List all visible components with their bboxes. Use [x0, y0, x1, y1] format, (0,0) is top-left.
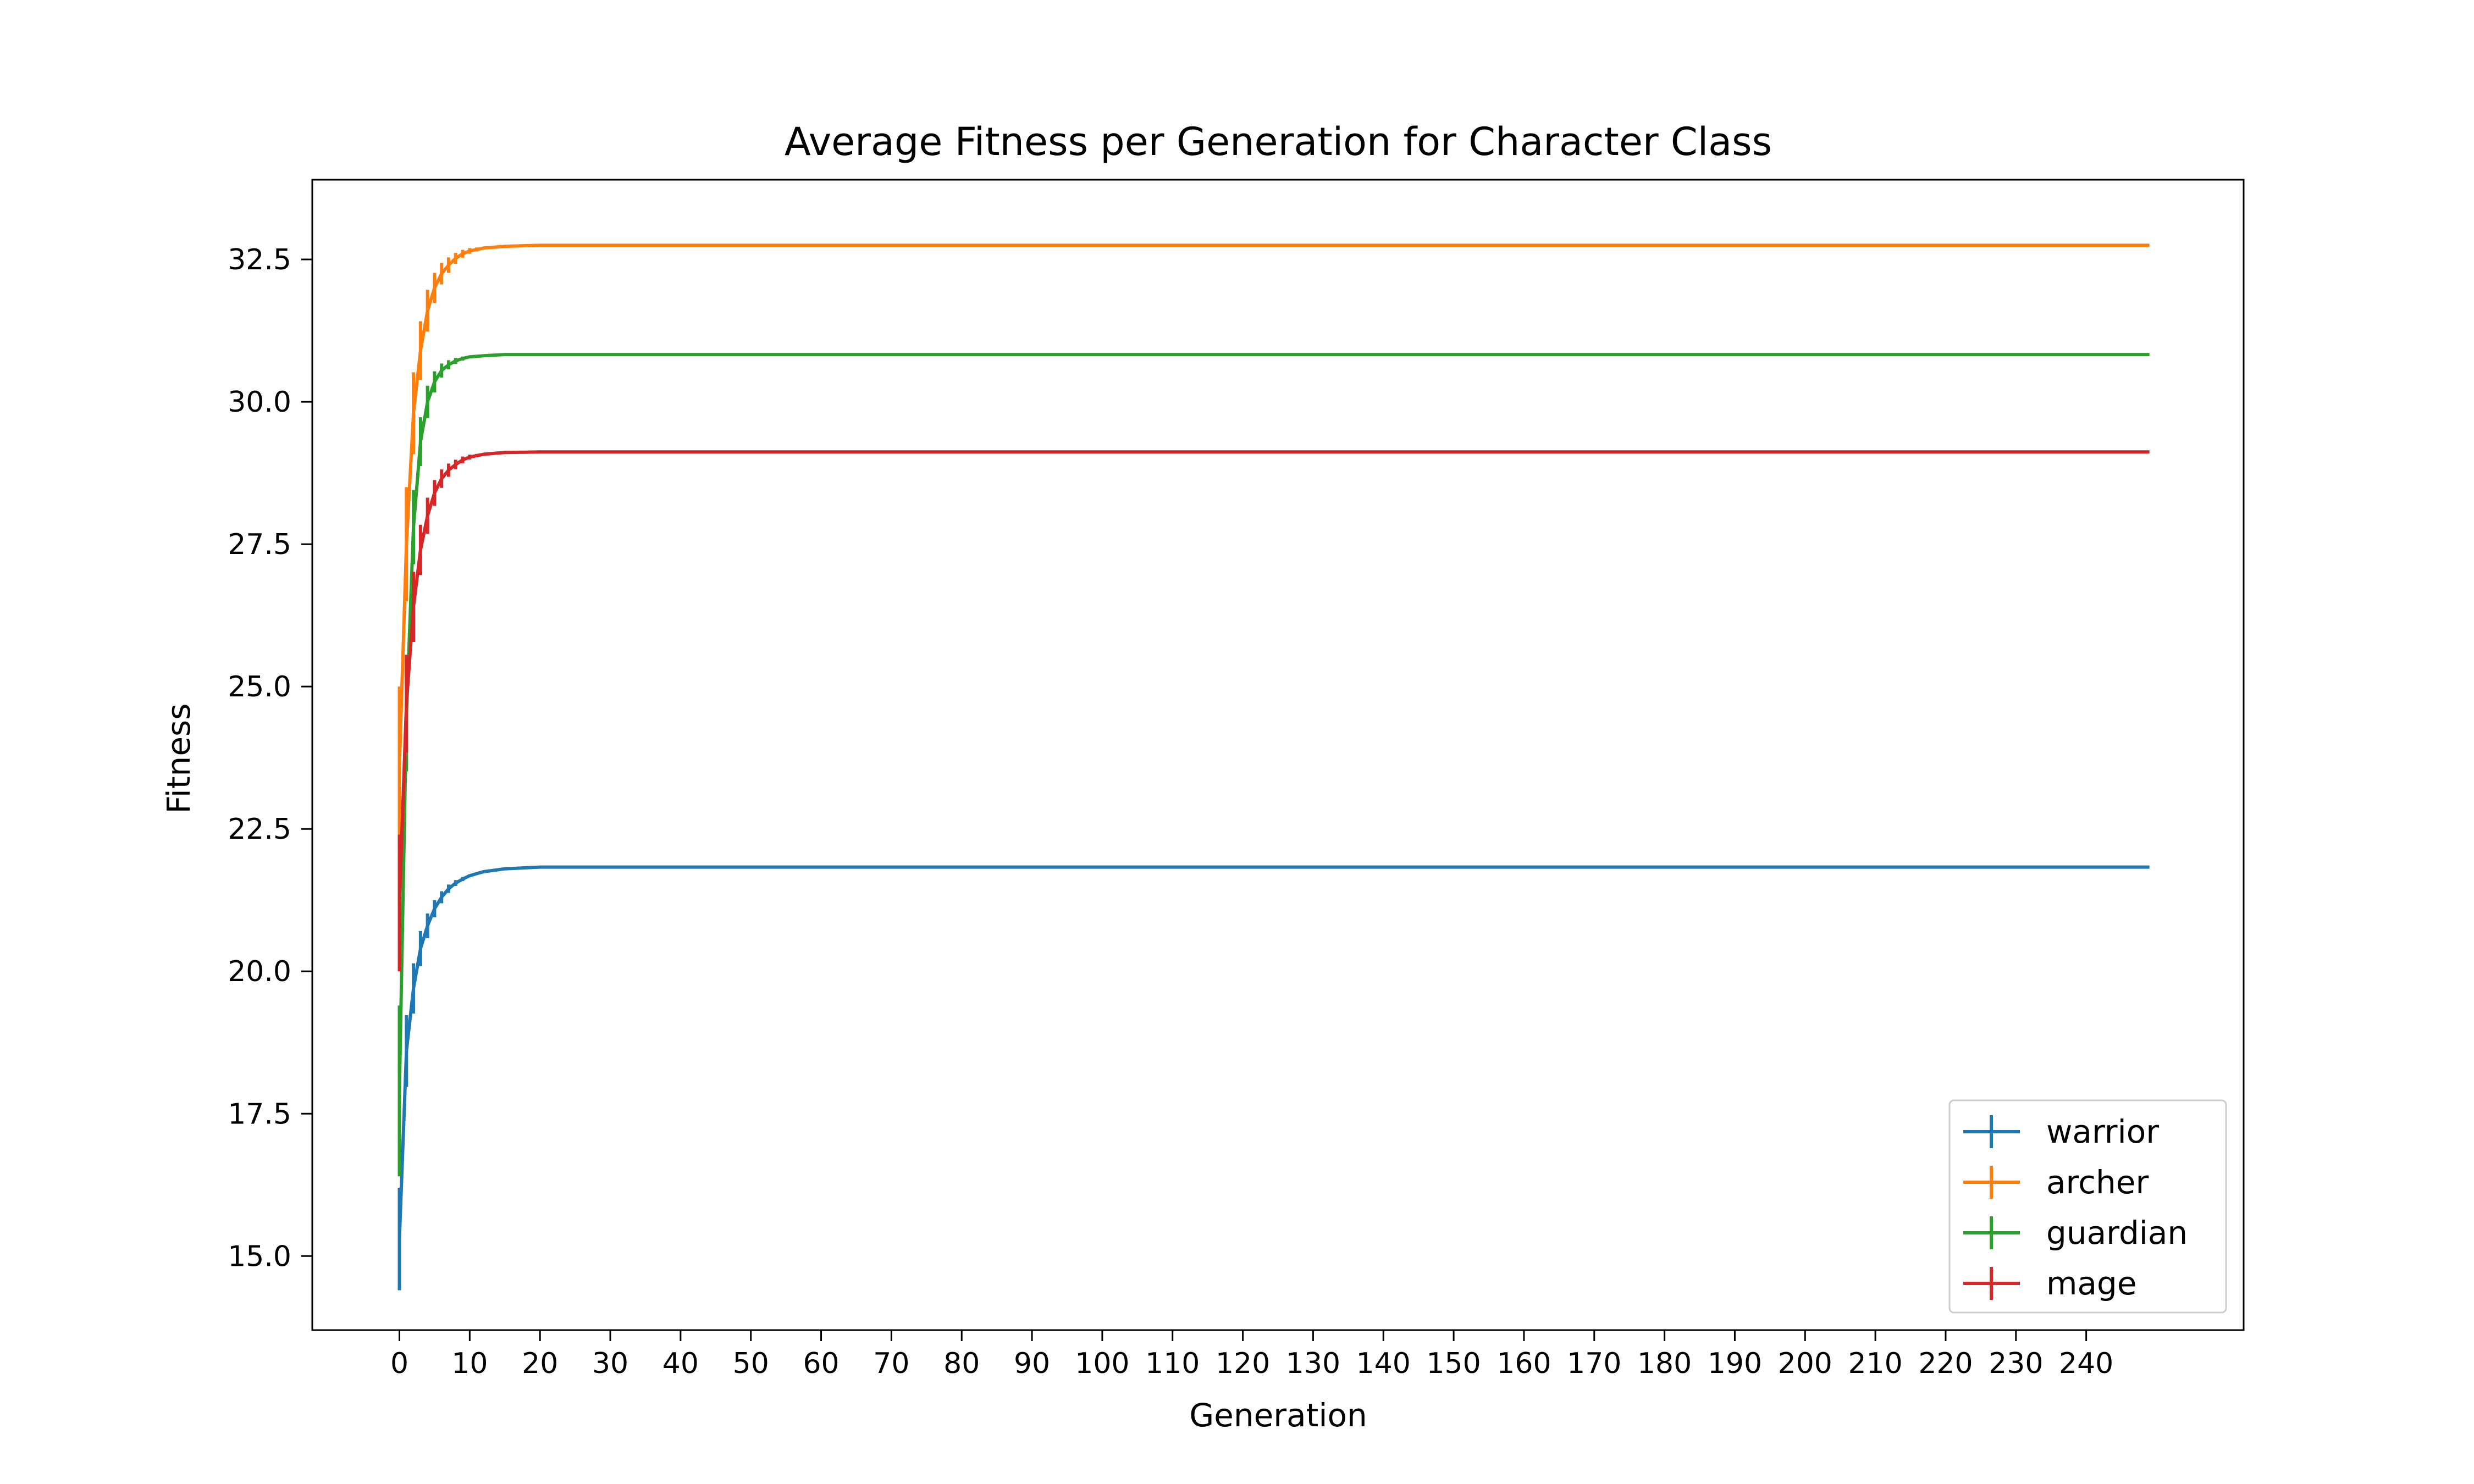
legend-item-archer: archer	[1963, 1164, 2149, 1201]
legend-label: mage	[2046, 1265, 2137, 1302]
series-mage	[397, 450, 2150, 972]
x-tick-label: 0	[390, 1347, 408, 1380]
legend-label: guardian	[2046, 1214, 2188, 1252]
legend: warrior archer guardian mage	[1948, 1099, 2227, 1314]
x-tick-label: 140	[1356, 1347, 1411, 1380]
x-tick-label: 150	[1426, 1347, 1481, 1380]
x-tick-label: 60	[803, 1347, 839, 1380]
x-tick-label: 90	[1014, 1347, 1050, 1380]
legend-box	[1948, 1099, 2227, 1314]
x-tick-label: 220	[1918, 1347, 1973, 1380]
x-tick-label: 100	[1075, 1347, 1129, 1380]
y-tick-label: 22.5	[228, 813, 291, 846]
y-axis: 15.0 17.5 20.0 22.5 25.0 27.5 30.0 32.5	[228, 243, 312, 1273]
legend-label: warrior	[2046, 1113, 2159, 1150]
series-archer	[397, 243, 2150, 846]
x-tick-label: 80	[943, 1347, 980, 1380]
x-tick-label: 30	[592, 1347, 628, 1380]
x-tick-label: 190	[1708, 1347, 1762, 1380]
legend-item-guardian: guardian	[1963, 1214, 2188, 1252]
series-warrior	[397, 865, 2150, 1291]
y-tick-label: 32.5	[228, 243, 291, 276]
series-line	[397, 353, 2150, 1091]
x-tick-label: 230	[1989, 1347, 2043, 1380]
legend-item-warrior: warrior	[1963, 1113, 2159, 1150]
x-tick-label: 210	[1848, 1347, 1902, 1380]
x-tick-label: 170	[1567, 1347, 1621, 1380]
plot-area	[311, 179, 2245, 1331]
x-tick-label: 240	[2059, 1347, 2113, 1380]
x-tick-label: 110	[1145, 1347, 1200, 1380]
x-axis-label: Generation	[1189, 1397, 1367, 1434]
y-tick-label: 27.5	[228, 528, 291, 561]
legend-item-mage: mage	[1963, 1265, 2137, 1302]
legend-label: archer	[2046, 1164, 2149, 1201]
x-tick-label: 40	[662, 1347, 699, 1380]
x-tick-label: 160	[1496, 1347, 1551, 1380]
series-line	[397, 450, 2150, 904]
x-tick-label: 130	[1286, 1347, 1340, 1380]
chart-title: Average Fitness per Generation for Chara…	[785, 119, 1772, 164]
x-tick-label: 20	[522, 1347, 558, 1380]
x-tick-label: 10	[451, 1347, 488, 1380]
x-tick-label: 70	[873, 1347, 909, 1380]
y-tick-label: 30.0	[228, 386, 291, 419]
y-tick-label: 17.5	[228, 1098, 291, 1131]
x-tick-label: 200	[1778, 1347, 1832, 1380]
y-tick-label: 20.0	[228, 955, 291, 988]
y-tick-label: 25.0	[228, 671, 291, 704]
x-axis: 0 10 20 30 40 50 60 70 80 90 100 110 120 130 140 150 160…	[390, 1330, 2113, 1380]
series-layer	[397, 243, 2150, 1291]
y-axis-label: Fitness	[160, 704, 197, 814]
series-line	[397, 865, 2150, 1239]
y-tick-label: 15.0	[228, 1240, 291, 1273]
x-tick-label: 120	[1216, 1347, 1270, 1380]
x-tick-label: 180	[1637, 1347, 1692, 1380]
series-line	[397, 243, 2150, 767]
x-tick-label: 50	[733, 1347, 769, 1380]
